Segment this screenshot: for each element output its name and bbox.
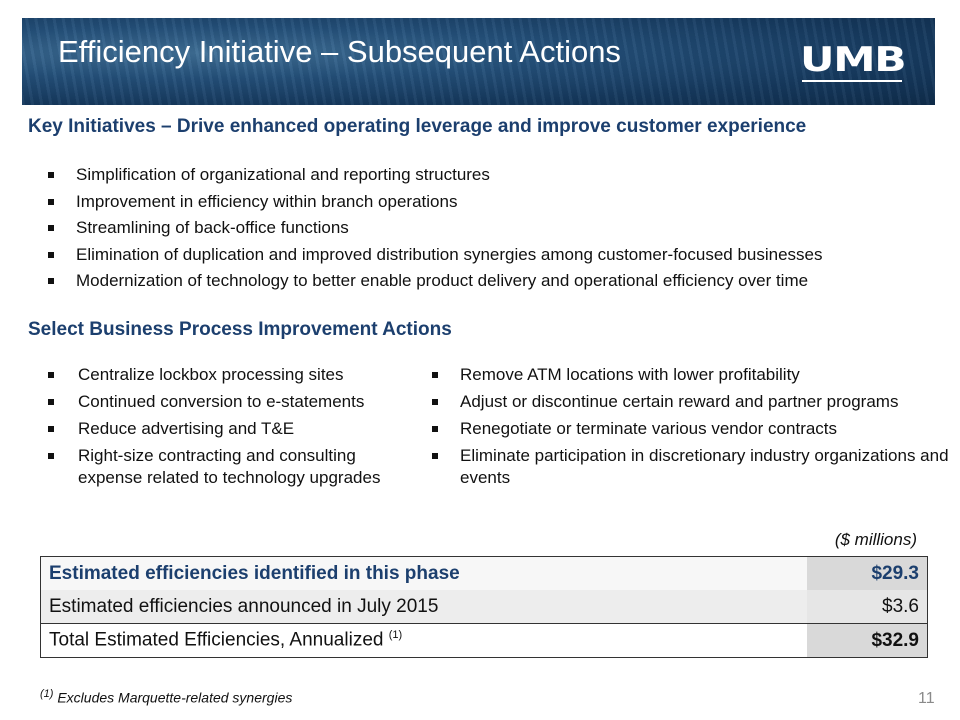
bullet-marker [48, 399, 54, 405]
table-row: Estimated efficiencies announced in July… [40, 590, 928, 624]
table-cell: Estimated efficiencies identified in thi… [40, 556, 807, 590]
bullet-text: Adjust or discontinue certain reward and… [460, 392, 899, 411]
bullet-text: Elimination of duplication and improved … [76, 244, 823, 264]
bullet-marker [432, 453, 438, 459]
section-heading: Select Business Process Improvement Acti… [28, 319, 452, 340]
bullet-marker [432, 426, 438, 432]
bullet-marker [48, 372, 54, 378]
bullet-text: Reduce advertising and T&E [78, 419, 295, 438]
bullet-marker [48, 453, 54, 459]
footnote: (1) Excludes Marquette-related synergies [40, 688, 292, 706]
bullet-marker [48, 172, 54, 178]
table-row: Estimated efficiencies identified in thi… [40, 556, 928, 590]
footnote-marker: (1) [40, 688, 54, 700]
page-number: 11 [918, 690, 935, 707]
bullet-text: Right-size contracting and consulting ex… [78, 446, 381, 487]
table-cell: $32.9 [807, 623, 928, 658]
table-row: Total Estimated Efficiencies, Annualized… [40, 623, 928, 658]
bullet-marker [48, 198, 54, 205]
bullet-text: Renegotiate or terminate various vendor … [460, 419, 838, 438]
slide-title: Efficiency Initiative – Subsequent Actio… [58, 34, 621, 69]
unit-note: ($ millions) [834, 530, 917, 549]
logo: UMB [800, 40, 907, 80]
section-heading: Key Initiatives – Drive enhanced operati… [28, 116, 807, 137]
bullet-text: Remove ATM locations with lower profitab… [460, 365, 800, 384]
bullet-marker [432, 372, 438, 378]
bullet-marker [48, 426, 54, 432]
bullet-text: Eliminate participation in discretionary… [460, 446, 949, 487]
bullet-text: Centralize lockbox processing sites [78, 365, 344, 384]
cell-text: Total Estimated Efficiencies, Annualized [49, 629, 384, 651]
footnote-text: Excludes Marquette-related synergies [57, 689, 293, 706]
bullet-marker [48, 251, 54, 258]
bullet-marker [432, 399, 438, 405]
header-banner [22, 18, 935, 105]
table-cell: Estimated efficiencies announced in July… [40, 590, 807, 624]
table-cell: $3.6 [807, 590, 928, 624]
bullet-text: Streamlining of back-office functions [76, 218, 349, 237]
table-cell: $29.3 [807, 556, 928, 590]
efficiency-table: Estimated efficiencies identified in thi… [40, 556, 928, 658]
bullet-text: Modernization of technology to better en… [76, 271, 809, 290]
note-marker: (1) [388, 629, 403, 642]
bullet-text: Simplification of organizational and rep… [76, 165, 490, 184]
bullet-text: Improvement in efficiency within branch … [76, 191, 458, 211]
bullet-marker [48, 225, 54, 231]
bullet-marker [48, 278, 54, 284]
table-cell: Total Estimated Efficiencies, Annualized… [40, 623, 807, 658]
bullet-text: Continued conversion to e-statements [78, 392, 365, 411]
logo-underline [802, 80, 902, 82]
